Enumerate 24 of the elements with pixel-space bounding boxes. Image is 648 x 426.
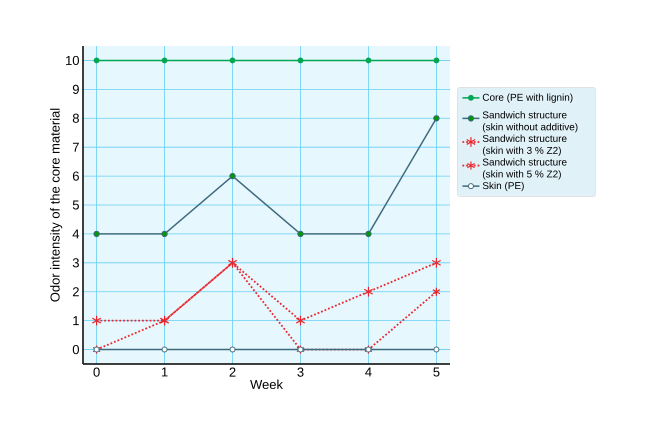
y-tick-label: 6 (72, 172, 79, 181)
y-tick-label: 7 (72, 142, 79, 152)
y-tick-label: 10 (66, 56, 79, 66)
legend-label: Sandwich structure (skin without additive) (482, 111, 578, 132)
y-tick-label: 2 (72, 287, 79, 296)
x-tick-label: 3 (297, 368, 304, 377)
y-tick-label: 9 (72, 84, 79, 94)
legend-label: Core (PE with lignin) (482, 94, 572, 103)
x-tick-label: 2 (230, 368, 236, 377)
legend-label: Sandwich structure (skin with 3 % Z2) (482, 134, 567, 156)
y-tick-label: 4 (72, 229, 80, 238)
y-tick-label: 0 (72, 344, 79, 354)
x-tick-label: 0 (93, 368, 100, 377)
legend-label: Skin (PE) (482, 182, 524, 192)
y-tick-label: 8 (72, 114, 79, 123)
y-tick-label: 1 (73, 316, 79, 326)
x-tick-label: 5 (433, 368, 440, 377)
legend-label: Sandwich structure (skin with 5 % Z2) (482, 158, 567, 180)
y-axis-title: Odor intensity of the core material (50, 108, 62, 302)
y-tick-label: 5 (72, 200, 79, 210)
y-tick-label: 3 (72, 258, 79, 268)
x-axis-title: Week (250, 380, 283, 390)
x-tick-label: 4 (365, 368, 372, 376)
x-tick-label: 1 (162, 368, 168, 376)
